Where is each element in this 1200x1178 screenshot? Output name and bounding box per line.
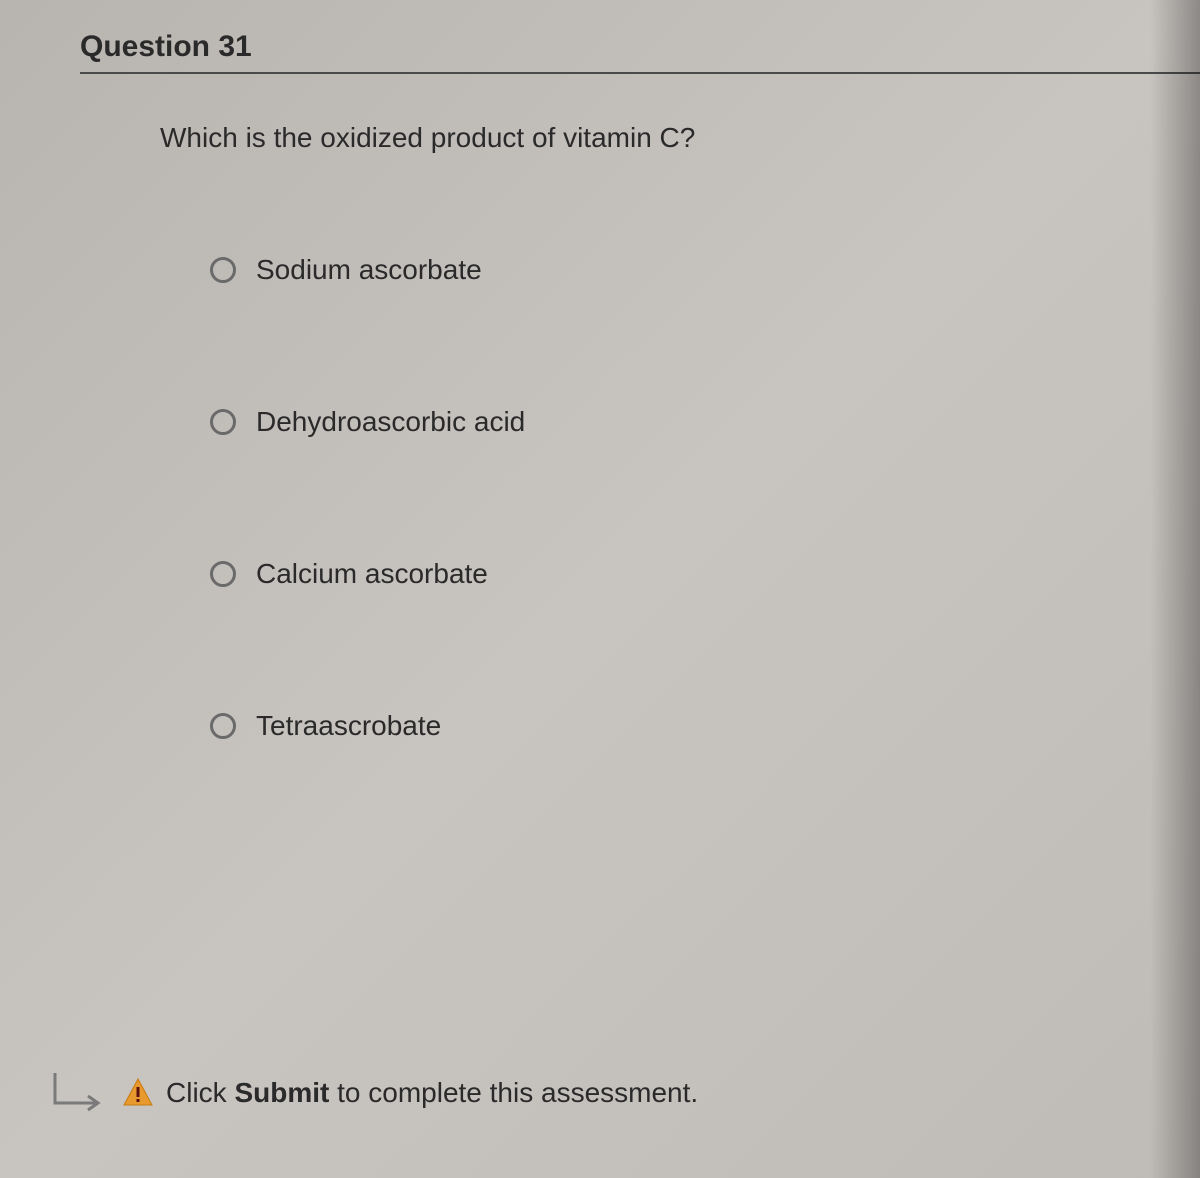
radio-icon[interactable]	[210, 561, 236, 587]
footer-notice: Click Submit to complete this assessment…	[50, 1068, 698, 1118]
option-row[interactable]: Dehydroascorbic acid	[210, 406, 1200, 438]
question-prompt: Which is the oxidized product of vitamin…	[160, 122, 1200, 154]
option-row[interactable]: Sodium ascorbate	[210, 254, 1200, 286]
edge-shadow	[1150, 0, 1200, 1178]
option-row[interactable]: Calcium ascorbate	[210, 558, 1200, 590]
option-label: Dehydroascorbic acid	[256, 406, 525, 438]
footer-bold: Submit	[234, 1077, 329, 1108]
question-header: Question 31	[80, 30, 1200, 74]
radio-icon[interactable]	[210, 257, 236, 283]
radio-icon[interactable]	[210, 713, 236, 739]
footer-suffix: to complete this assessment.	[329, 1077, 698, 1108]
options-list: Sodium ascorbate Dehydroascorbic acid Ca…	[210, 254, 1200, 742]
option-label: Calcium ascorbate	[256, 558, 488, 590]
warning-icon	[122, 1077, 154, 1109]
reply-arrow-icon	[50, 1068, 110, 1118]
option-label: Sodium ascorbate	[256, 254, 482, 286]
question-container: Question 31 Which is the oxidized produc…	[0, 0, 1200, 742]
footer-prefix: Click	[166, 1077, 234, 1108]
option-label: Tetraascrobate	[256, 710, 441, 742]
radio-icon[interactable]	[210, 409, 236, 435]
footer-text: Click Submit to complete this assessment…	[166, 1077, 698, 1109]
option-row[interactable]: Tetraascrobate	[210, 710, 1200, 742]
